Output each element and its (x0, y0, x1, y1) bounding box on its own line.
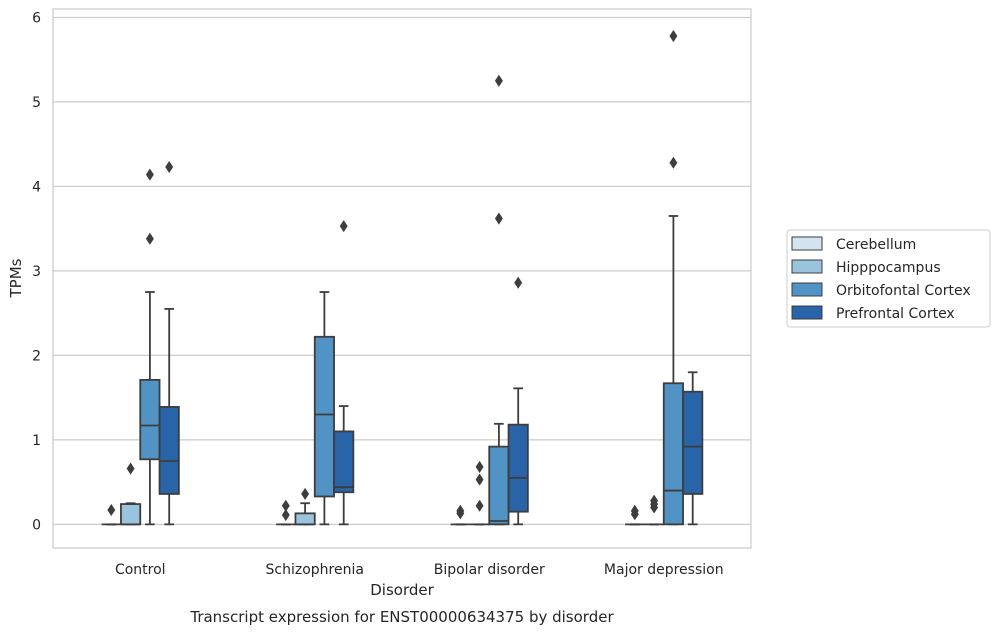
outlier-point (456, 504, 465, 517)
box-iqr (488, 445, 510, 526)
outlier-point (494, 74, 503, 87)
box-cerebellum (101, 503, 121, 526)
x-tick-label: Control (115, 562, 166, 578)
y-tick-label: 0 (32, 517, 41, 533)
legend-label: Cerebellum (836, 237, 916, 253)
y-tick-label: 2 (32, 348, 41, 364)
box-cerebellum (625, 504, 645, 526)
box-cerebellum (276, 499, 296, 526)
legend-swatch (791, 305, 823, 320)
box-iqr (313, 335, 335, 498)
box-prefrontal-cortex (333, 220, 355, 526)
box-hipppocampus (644, 494, 664, 526)
box-orbitofontal-cortex (488, 74, 510, 526)
legend-frame (786, 229, 991, 328)
outlier-point (475, 499, 484, 512)
legend-swatch (791, 259, 823, 274)
chart-caption: Transcript expression for ENST0000063437… (189, 608, 614, 626)
y-tick-label: 4 (32, 179, 41, 195)
box-orbitofontal-cortex (662, 29, 684, 526)
outlier-point (514, 276, 523, 289)
box-prefrontal-cortex (682, 371, 704, 526)
box-iqr (507, 423, 529, 513)
x-tick-label: Bipolar disorder (434, 562, 545, 578)
box-orbitofontal-cortex (139, 168, 161, 526)
outlier-point (281, 499, 290, 512)
box-iqr (158, 406, 180, 495)
outlier-point (630, 504, 639, 517)
box-iqr (294, 512, 316, 526)
box-orbitofontal-cortex (313, 291, 335, 526)
box-cerebellum (450, 504, 470, 526)
outlier-point (475, 460, 484, 473)
x-tick-label: Schizophrenia (266, 562, 364, 578)
outlier-point (339, 220, 348, 233)
y-tick-label: 1 (32, 433, 41, 449)
box-hipppocampus (469, 460, 490, 526)
box-iqr (139, 378, 161, 461)
legend-label: Prefrontal Cortex (836, 306, 955, 322)
outlier-point (669, 156, 678, 169)
outlier-point (669, 29, 678, 43)
outlier-point (165, 160, 174, 174)
y-tick-label: 3 (32, 264, 41, 280)
outlier-point (301, 487, 310, 500)
box-iqr (662, 382, 684, 526)
outlier-point (494, 212, 503, 225)
legend-label: Orbitofontal Cortex (836, 283, 971, 299)
box-hipppocampus (294, 487, 316, 526)
x-tick-labels: Control Schizophrenia Bipolar disorder Majo… (115, 562, 724, 578)
legend-label: Hipppocampus (836, 260, 941, 276)
y-tick-label: 6 (32, 10, 41, 26)
outlier-point (145, 232, 154, 245)
box-iqr (682, 390, 704, 495)
legend-swatch (791, 236, 823, 251)
legend: Cerebellum Hipppocampus Orbitofontal Corte… (786, 229, 991, 328)
y-tick-label: 5 (32, 95, 41, 111)
outlier-point (281, 509, 290, 522)
outlier-point (650, 494, 659, 507)
y-axis-label: TPMs (7, 258, 25, 298)
box-iqr (120, 503, 142, 526)
outlier-point (126, 462, 135, 475)
y-tick-labels: 0 1 2 3 4 5 6 (32, 10, 41, 533)
x-axis-label: Disorder (370, 581, 434, 599)
box-series (101, 29, 704, 526)
plot-area-frame (52, 8, 752, 549)
box-hipppocampus (120, 462, 142, 526)
x-tick-label: Major depression (604, 562, 724, 578)
legend-swatch (791, 282, 823, 297)
box-iqr (333, 430, 355, 494)
outlier-point (145, 168, 154, 181)
box-prefrontal-cortex (158, 160, 180, 526)
outlier-point (475, 473, 484, 486)
box-prefrontal-cortex (507, 276, 529, 526)
outlier-point (107, 503, 116, 517)
